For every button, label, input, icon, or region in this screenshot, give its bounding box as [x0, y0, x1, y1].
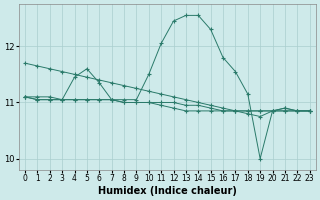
X-axis label: Humidex (Indice chaleur): Humidex (Indice chaleur) — [98, 186, 237, 196]
